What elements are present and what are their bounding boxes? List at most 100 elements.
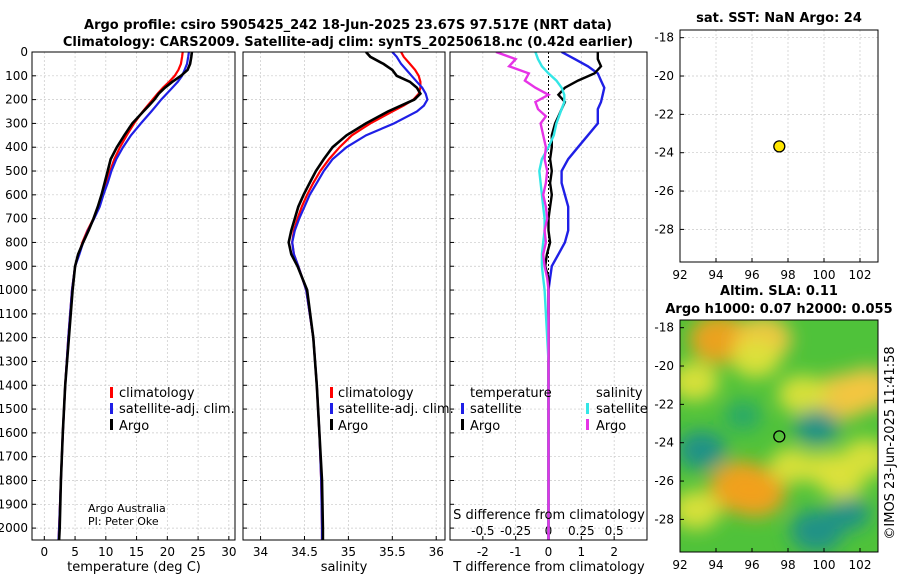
- x-tick-label: 102: [849, 268, 872, 282]
- x-tick-label: 36: [429, 545, 444, 559]
- y-tick-label: -28: [654, 222, 674, 236]
- sla-anomaly-blob: [840, 367, 878, 411]
- x-tick-label: 94: [708, 558, 723, 572]
- imos-credit: ©IMOS 23-Jun-2025 11:41:58: [883, 346, 898, 539]
- x-tick-label: 98: [780, 268, 795, 282]
- sla-anomaly-blob: [840, 438, 878, 478]
- x-tick-label: 25: [190, 545, 205, 559]
- sla-anomaly-blob: [805, 451, 851, 488]
- figure-title-line2: Climatology: CARS2009. Satellite-adj cli…: [63, 35, 633, 50]
- legend-swatch-argo-s: [586, 419, 589, 430]
- legend-swatch-satellite: [330, 403, 333, 414]
- legend-swatch-argo: [110, 419, 113, 430]
- credit-line2: PI: Peter Oke: [88, 515, 159, 528]
- legend-header-salinity: salinity: [596, 386, 643, 401]
- x-tick-label: 96: [744, 268, 759, 282]
- series-line-climatology: [291, 52, 422, 540]
- y-tick-label: -18: [654, 321, 674, 335]
- y-tick-label: 0: [20, 45, 28, 59]
- y-tick-label: -24: [654, 146, 674, 160]
- series-line-satellite-adj-clim-: [57, 52, 190, 540]
- series-line-argo-s-: [495, 52, 552, 540]
- salinity-legend: climatology satellite-adj. clim. Argo: [330, 386, 454, 434]
- argo-float-marker: [773, 430, 786, 443]
- legend-swatch-climatology: [330, 387, 333, 398]
- s-tick-label: -0.5: [471, 524, 494, 538]
- series-line-argo: [57, 52, 194, 540]
- sla-anomaly-blob: [724, 401, 762, 431]
- map-frame: [679, 319, 879, 553]
- plot-frame: [31, 51, 236, 541]
- sla-anomaly-blob: [680, 361, 719, 401]
- sla-title-line2: Argo h1000: 0.07 h2000: 0.055: [665, 302, 892, 317]
- legend-swatch-satellite: [110, 403, 113, 414]
- s-tick-label: -0.25: [500, 524, 531, 538]
- x-tick-label: 10: [98, 545, 113, 559]
- sla-anomaly-blob: [680, 430, 727, 470]
- x-tick-label: 30: [221, 545, 236, 559]
- y-tick-label: 400: [5, 140, 28, 154]
- x-tick-label: 2: [610, 545, 618, 559]
- legend-label-argo-s: Argo: [596, 419, 626, 434]
- temperature-xlabel: temperature (deg C): [67, 560, 201, 575]
- plot-frame: [449, 51, 648, 541]
- diff-s-xlabel: S difference from climatology: [453, 508, 645, 523]
- legend-label-argo-t: Argo: [470, 419, 500, 434]
- series-line-satellite-adj-clim-: [291, 52, 429, 540]
- y-tick-label: -22: [654, 397, 674, 411]
- y-tick-label: 1500: [0, 402, 28, 416]
- legend-swatch-climatology: [110, 387, 113, 398]
- y-tick-label: 1700: [0, 450, 28, 464]
- legend-header-temperature: temperature: [470, 386, 552, 401]
- x-tick-label: 92: [672, 268, 687, 282]
- y-tick-label: -20: [654, 359, 674, 373]
- figure-title-line1: Argo profile: csiro 5905425_242 18-Jun-2…: [84, 18, 612, 33]
- sst-map-title: sat. SST: NaN Argo: 24: [696, 11, 862, 26]
- legend-label-argo: Argo: [119, 419, 149, 434]
- y-tick-label: 1400: [0, 378, 28, 392]
- legend-label-argo: Argo: [338, 419, 368, 434]
- x-tick-label: 15: [129, 545, 144, 559]
- y-tick-label: -28: [654, 512, 674, 526]
- x-tick-label: 96: [744, 558, 759, 572]
- y-tick-label: 1600: [0, 426, 28, 440]
- legend-swatch-satellite-s: [586, 403, 589, 414]
- y-tick-label: 1000: [0, 283, 28, 297]
- x-tick-label: 102: [849, 558, 872, 572]
- y-tick-label: 800: [5, 235, 28, 249]
- y-tick-label: 100: [5, 69, 28, 83]
- sla-anomaly-blob: [777, 375, 827, 415]
- x-tick-label: -1: [510, 545, 522, 559]
- legend-swatch-argo-t: [461, 419, 464, 430]
- x-tick-label: 92: [672, 558, 687, 572]
- credit-line1: Argo Australia: [88, 502, 166, 515]
- x-tick-label: 34.5: [291, 545, 318, 559]
- x-tick-label: 100: [813, 558, 836, 572]
- x-tick-label: 1: [578, 545, 586, 559]
- y-tick-label: -20: [654, 69, 674, 83]
- y-tick-label: -22: [654, 107, 674, 121]
- y-tick-label: 2000: [0, 521, 28, 535]
- y-tick-label: 1200: [0, 331, 28, 345]
- temperature-legend: climatology satellite-adj. clim. Argo: [110, 386, 235, 434]
- sla-anomaly-blob: [828, 497, 870, 531]
- legend-label-climatology: climatology: [338, 386, 414, 401]
- y-tick-label: -18: [654, 31, 674, 45]
- x-tick-label: 5: [71, 545, 79, 559]
- x-tick-label: 0: [545, 545, 553, 559]
- legend-label-satellite-s: satellite: [596, 402, 648, 417]
- x-tick-label: 35: [341, 545, 356, 559]
- legend-label-satellite-t: satellite: [470, 402, 522, 417]
- y-tick-label: 200: [5, 93, 28, 107]
- y-tick-label: 1100: [0, 307, 28, 321]
- y-tick-label: 300: [5, 116, 28, 130]
- diff-t-xlabel: T difference from climatology: [452, 560, 645, 575]
- sla-field: [680, 320, 878, 552]
- y-tick-label: 500: [5, 164, 28, 178]
- y-tick-label: 600: [5, 188, 28, 202]
- x-tick-label: 100: [813, 268, 836, 282]
- argo-float-marker: [773, 140, 786, 153]
- x-tick-label: -2: [477, 545, 489, 559]
- x-tick-label: 35.5: [379, 545, 406, 559]
